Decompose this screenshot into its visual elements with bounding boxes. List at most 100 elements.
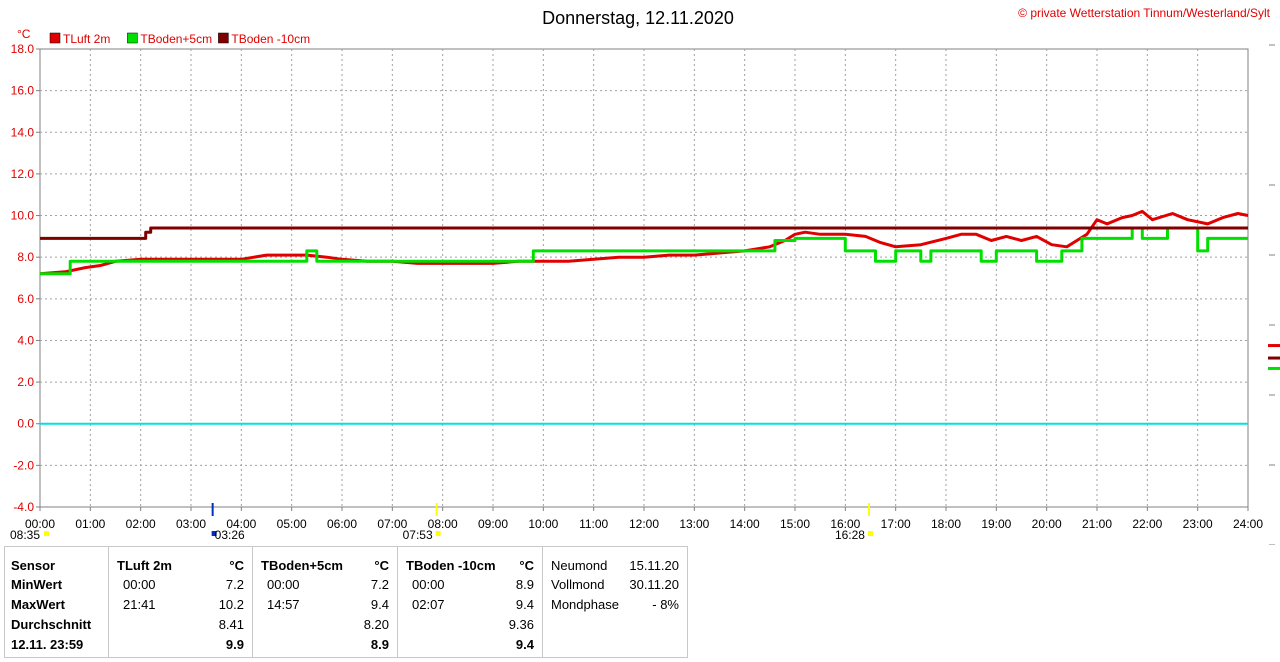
legend-swatch <box>218 32 229 44</box>
legend-entry: TBoden+5cm <box>140 32 212 46</box>
x-tick-label: 08:00 <box>428 517 458 531</box>
max-time: 14:57 <box>267 597 300 612</box>
row-label-current: 12.11. 23:59 <box>11 637 84 652</box>
min-value: 7.2 <box>370 577 389 592</box>
sensor-column-tboden10: TBoden -10cm °C 00:00 8.9 02:07 9.4 9.36… <box>398 546 543 658</box>
x-tick-label: 05:00 <box>277 517 307 531</box>
plot-frame <box>39 48 1249 508</box>
sensor-unit: °C <box>519 558 534 573</box>
moon-label-new: Neumond <box>551 558 608 573</box>
y-tick-labels: 18.0 16.0 14.0 12.0 10.0 8.0 6.0 4.0 2.0 0.0 -2.0 -… <box>11 42 40 514</box>
x-tick-label: 21:00 <box>1082 517 1112 531</box>
series-line-tboden-5cm <box>40 226 1248 276</box>
y-tick-label: 14.0 <box>11 125 35 139</box>
row-label-max: MaxWert <box>11 597 65 612</box>
x-tick-label: 15:00 <box>780 517 810 531</box>
y-tick-label: 12.0 <box>11 167 35 181</box>
sensor-header: TLuft 2m <box>117 558 172 573</box>
x-tick-label: 06:00 <box>327 517 357 531</box>
y-tick-label: -4.0 <box>13 500 34 514</box>
max-value: 10.2 <box>218 597 244 612</box>
y-tick-label: 4.0 <box>17 333 34 347</box>
sensor-unit: °C <box>229 558 244 573</box>
x-tick-label: 10:00 <box>528 517 558 531</box>
x-tick-label: 11:00 <box>579 517 608 531</box>
y-tick-label: 16.0 <box>11 84 35 98</box>
max-value: 9.4 <box>370 597 389 612</box>
legend-swatch <box>127 32 138 44</box>
marker-dot <box>211 531 217 536</box>
x-tick-label: 16:00 <box>830 517 860 531</box>
x-tick-label: 04:00 <box>226 517 256 531</box>
temperature-chart: Donnerstag, 12.11.2020 © private Wetters… <box>10 6 1280 545</box>
max-time: 21:41 <box>123 597 156 612</box>
legend: TLuft 2m TBoden+5cm TBoden -10cm <box>49 32 310 46</box>
x-tick-label: 14:00 <box>730 517 760 531</box>
x-tick-label: 19:00 <box>981 517 1011 531</box>
x-tick-label: 00:00 <box>25 517 55 531</box>
sensor-column-tluft: TLuft 2m °C 00:00 7.2 21:41 10.2 8.41 9.… <box>108 546 253 658</box>
min-time: 00:00 <box>123 577 156 592</box>
current-value: 9.9 <box>225 637 244 652</box>
max-value: 9.4 <box>515 597 534 612</box>
legend-swatch <box>49 32 61 44</box>
avg-value: 9.36 <box>508 617 534 632</box>
moon-value-phase: - 8% <box>652 597 679 612</box>
row-label-avg: Durchschnitt <box>11 617 92 632</box>
x-tick-label: 09:00 <box>478 517 508 531</box>
marker-time: 03:26 <box>215 528 245 542</box>
current-value: 8.9 <box>370 637 389 652</box>
legend-entry: TLuft 2m <box>63 32 110 46</box>
row-label-min: MinWert <box>11 577 63 592</box>
marker-time: 16:28 <box>835 528 865 542</box>
x-tick-label: 24:00 <box>1233 517 1263 531</box>
y-tick-label: 2.0 <box>17 375 34 389</box>
x-tick-label: 17:00 <box>881 517 911 531</box>
current-value: 9.4 <box>515 637 534 652</box>
x-tick-label: 07:00 <box>377 517 407 531</box>
sensor-column-tboden5: TBoden+5cm °C 00:00 7.2 14:57 9.4 8.20 8… <box>253 546 398 658</box>
min-time: 00:00 <box>267 577 300 592</box>
min-value: 8.9 <box>515 577 534 592</box>
sun-moon-markers: 08:35 03:26 07:53 16:28 <box>10 503 873 542</box>
chart-title: Donnerstag, 12.11.2020 <box>542 8 734 28</box>
min-time: 00:00 <box>412 577 445 592</box>
x-tick-label: 02:00 <box>126 517 156 531</box>
max-time: 02:07 <box>412 597 445 612</box>
y-tick-label: 6.0 <box>17 292 34 306</box>
y-tick-label: 8.0 <box>17 250 34 264</box>
marker-dot <box>44 531 49 536</box>
x-tick-label: 12:00 <box>629 517 659 531</box>
sensor-header: TBoden+5cm <box>261 558 343 573</box>
sensor-header: TBoden -10cm <box>406 558 496 573</box>
y-axis-unit: °C <box>17 27 31 41</box>
moon-label-phase: Mondphase <box>551 597 619 612</box>
series-lines <box>39 209 1249 425</box>
avg-value: 8.20 <box>363 617 389 632</box>
x-tick-label: 03:00 <box>176 517 206 531</box>
marker-dot <box>435 531 441 536</box>
series-line-tluft-2m <box>39 209 1249 276</box>
x-tick-label: 23:00 <box>1183 517 1213 531</box>
marker-time: 08:35 <box>10 528 40 542</box>
x-tick-labels: 00:00 01:00 02:00 03:00 04:00 05:00 06:00 07:00… <box>25 507 1263 531</box>
marker-dot <box>867 531 873 536</box>
x-tick-label: 01:00 <box>75 517 105 531</box>
moon-value-full: 30.11.20 <box>629 577 679 592</box>
min-value: 7.2 <box>225 577 244 592</box>
x-tick-label: 13:00 <box>679 517 709 531</box>
x-tick-label: 22:00 <box>1132 517 1162 531</box>
grid-lines <box>39 48 1249 508</box>
marker-time: 07:53 <box>403 528 433 542</box>
copyright-note: © private Wetterstation Tinnum/Westerlan… <box>1018 6 1271 20</box>
row-label-sensor: Sensor <box>11 558 56 573</box>
y-tick-label: 18.0 <box>11 42 35 56</box>
series-line-tboden-10cm <box>40 226 1248 240</box>
y-tick-label: -2.0 <box>13 458 34 472</box>
moon-label-full: Vollmond <box>551 577 605 592</box>
stats-labels-panel: Sensor MinWert MaxWert Durchschnitt 12.1… <box>4 546 108 658</box>
y-tick-label: 10.0 <box>11 209 35 223</box>
y-tick-label: 0.0 <box>17 417 34 431</box>
x-tick-label: 18:00 <box>931 517 961 531</box>
right-axis-stubs <box>1268 44 1280 545</box>
